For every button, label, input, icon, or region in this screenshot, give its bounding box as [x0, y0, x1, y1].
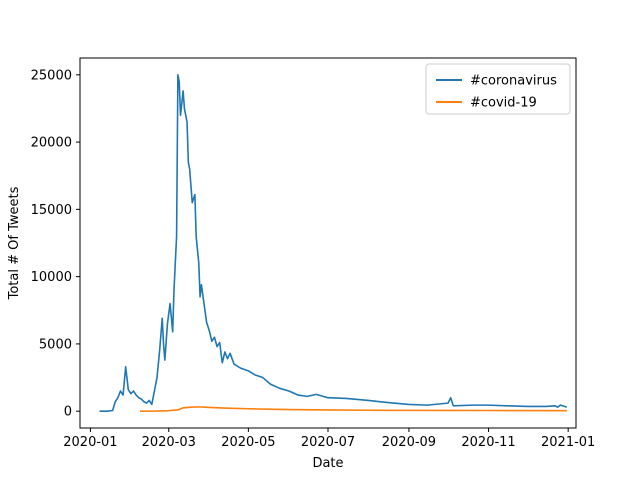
legend-label-covid-19: #covid-19: [470, 96, 537, 111]
legend-label-coronavirus: #coronavirus: [470, 74, 557, 89]
y-tick-label: 10000: [31, 270, 72, 285]
y-axis: 0 5000 10000 15000 20000 25000: [31, 68, 80, 420]
x-tick-label: 2020-07: [301, 435, 355, 450]
x-tick-label: 2020-01: [63, 435, 117, 450]
y-tick-label: 25000: [31, 68, 72, 83]
x-tick-label: 2020-11: [461, 435, 515, 450]
x-tick-label: 2021-01: [541, 435, 595, 450]
y-tick-label: 5000: [39, 337, 72, 352]
y-tick-label: 20000: [31, 136, 72, 151]
y-tick-label: 0: [64, 405, 72, 420]
y-tick-label: 15000: [31, 203, 72, 218]
series-line-coronavirus: [99, 74, 568, 412]
x-axis-label: Date: [312, 456, 343, 471]
plot-area: [99, 74, 568, 412]
x-tick-label: 2020-03: [142, 435, 196, 450]
legend: #coronavirus #covid-19: [425, 63, 571, 115]
x-tick-label: 2020-05: [221, 435, 275, 450]
series-line-covid-19: [140, 406, 567, 412]
x-axis: 2020-01 2020-03 2020-05 2020-07 2020-09 2020-…: [63, 428, 595, 450]
y-axis-label: Total # Of Tweets: [7, 186, 22, 300]
x-tick-label: 2020-09: [382, 435, 436, 450]
